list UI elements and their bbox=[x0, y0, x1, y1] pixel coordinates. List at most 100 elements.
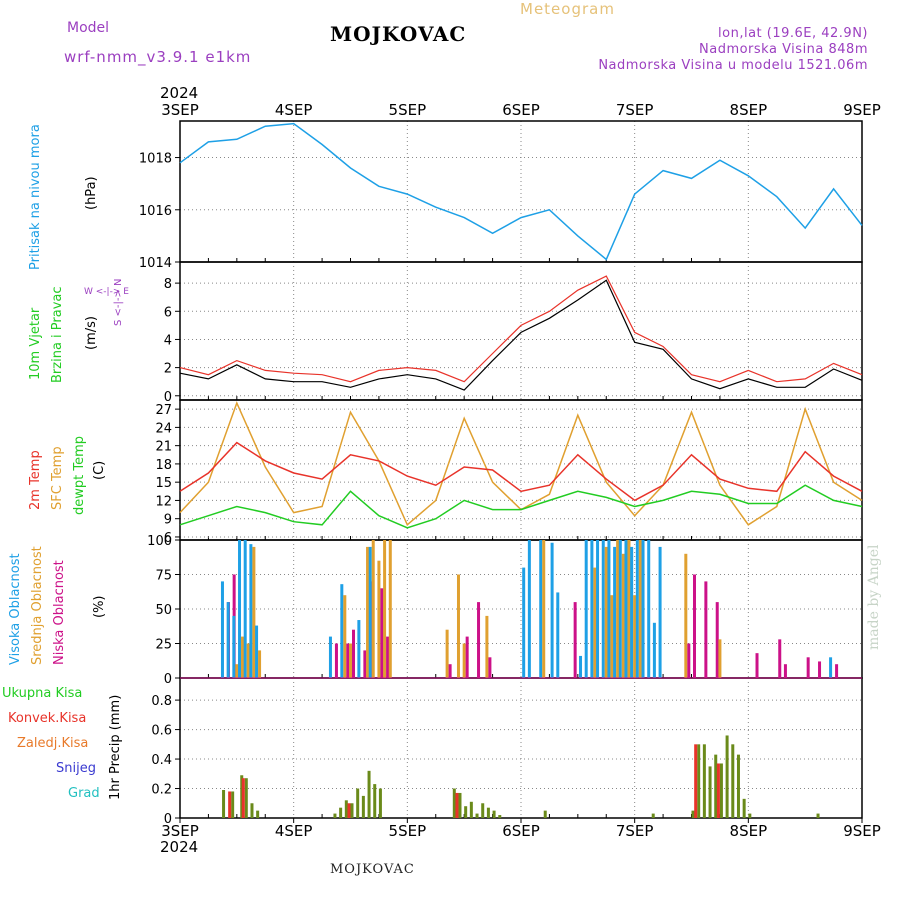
cloud-bar bbox=[635, 540, 639, 678]
y-tick-label: 24 bbox=[155, 421, 172, 436]
precip-conv-bar bbox=[241, 778, 245, 818]
panel-frame bbox=[179, 539, 863, 679]
cloud-bar bbox=[607, 540, 611, 678]
cloud-bar bbox=[235, 664, 239, 678]
cloud-bar bbox=[383, 540, 387, 678]
cloud-bar bbox=[252, 546, 256, 678]
precip-total-bar bbox=[708, 766, 712, 818]
cloud-bar bbox=[485, 615, 489, 678]
cloud-bar bbox=[624, 540, 628, 678]
cloud-bar bbox=[246, 643, 250, 678]
x-tick-label-bottom: 6SEP bbox=[502, 822, 540, 840]
cloud-bar bbox=[604, 546, 608, 678]
cloud-bar bbox=[346, 643, 350, 678]
precip-conv-bar bbox=[694, 744, 698, 818]
cloud-bar bbox=[328, 636, 332, 678]
precip-conv-bar bbox=[716, 763, 720, 818]
sfctemp-ylabel: SFC Temp bbox=[50, 446, 65, 510]
pressure-unit: (hPa) bbox=[84, 176, 99, 210]
cloud-bar bbox=[556, 592, 560, 678]
x-tick-label-bottom: 7SEP bbox=[616, 822, 654, 840]
cloud-bar bbox=[590, 540, 594, 678]
cloud-mid-ylabel: Srednja Oblacnost bbox=[30, 546, 45, 665]
precip-total-bar bbox=[244, 778, 248, 818]
wind-gust-line bbox=[179, 275, 863, 383]
precip-total-bar bbox=[452, 788, 456, 818]
cloud-unit: (%) bbox=[92, 595, 107, 619]
station-title: MOJKOVAC bbox=[330, 22, 467, 46]
precip-total-bar bbox=[725, 735, 729, 818]
precip-total-bar bbox=[240, 775, 244, 818]
cloud-bar bbox=[366, 546, 370, 678]
cloud-bar bbox=[334, 643, 338, 678]
y-tick-label: 8 bbox=[164, 277, 172, 292]
precip-total-bar bbox=[469, 801, 473, 818]
precip-total-bar bbox=[464, 806, 468, 818]
x-tick-label-bottom: 9SEP bbox=[843, 822, 881, 840]
y-tick-label: 21 bbox=[155, 440, 172, 455]
cloud-bar bbox=[627, 540, 631, 678]
pressure-ylabel: Pritisak na nivou mora bbox=[28, 124, 43, 270]
precip-total-bar bbox=[697, 744, 701, 818]
x-tick-label-top: 3SEP bbox=[161, 101, 199, 119]
cloud-bar bbox=[255, 625, 259, 678]
station-footer: MOJKOVAC bbox=[330, 862, 415, 877]
coords-label: lon,lat (19.6E, 42.9N) bbox=[718, 26, 868, 41]
cloud-bar bbox=[371, 540, 375, 678]
precip-ylabel: 1hr Precip (mm) bbox=[108, 694, 123, 800]
y-tick-label: 15 bbox=[155, 476, 172, 491]
precip-total-bar bbox=[256, 810, 260, 818]
cloud-bar bbox=[462, 643, 466, 678]
precip-total-bar bbox=[333, 813, 337, 818]
dewpoint-line bbox=[179, 484, 863, 529]
precip-total-bar bbox=[719, 763, 723, 818]
precip-total-bar bbox=[344, 800, 348, 818]
precip-total-bar bbox=[486, 807, 490, 818]
precip-conv-bar bbox=[228, 791, 232, 818]
panel-frame bbox=[179, 399, 863, 541]
cloud-bar bbox=[755, 653, 759, 678]
cloud-bar bbox=[687, 643, 691, 678]
cloud-bar bbox=[647, 540, 651, 678]
cloud-bar bbox=[377, 560, 381, 678]
cloud-high-ylabel: Visoka Oblacnost bbox=[8, 553, 23, 665]
y-tick-label: 2 bbox=[164, 362, 172, 377]
cloud-bar bbox=[835, 664, 839, 678]
legend-snow: Snijeg bbox=[56, 761, 96, 776]
cloud-bar bbox=[357, 620, 361, 678]
wind-ylabel: 10m Vjetar bbox=[28, 307, 43, 380]
cloud-bar bbox=[693, 574, 696, 678]
cloud-bar bbox=[363, 650, 367, 678]
year-label-top: 2024 bbox=[160, 84, 199, 102]
cloud-bar bbox=[829, 657, 833, 678]
precip-total-bar bbox=[475, 813, 479, 818]
cloud-bar bbox=[579, 655, 583, 678]
cloud-bar bbox=[349, 643, 352, 678]
y-tick-label: 1018 bbox=[139, 152, 172, 167]
x-tick-label-top: 9SEP bbox=[843, 101, 881, 119]
cloud-bar bbox=[340, 584, 344, 678]
precip-total-bar bbox=[458, 792, 462, 818]
panel-frame bbox=[179, 120, 863, 263]
precip-total-bar bbox=[250, 803, 254, 818]
y-tick-label: 27 bbox=[155, 403, 172, 418]
cloud-bar bbox=[488, 657, 492, 678]
cloud-bar bbox=[249, 544, 253, 678]
cloud-bar bbox=[818, 661, 822, 678]
precip-total-bar bbox=[742, 798, 746, 818]
x-tick-label-top: 8SEP bbox=[730, 101, 768, 119]
x-tick-label-top: 7SEP bbox=[616, 101, 654, 119]
model-name: wrf-nmm_v3.9.1 e1km bbox=[64, 48, 252, 66]
precip-total-bar bbox=[361, 795, 365, 818]
cloud-bar bbox=[448, 664, 452, 678]
precip-total-bar bbox=[731, 744, 735, 818]
y-tick-label: 0.4 bbox=[151, 753, 172, 768]
wind-ylabel2: Brzina i Pravac bbox=[50, 286, 65, 383]
cloud-bar bbox=[477, 602, 481, 678]
cloud-bar bbox=[593, 567, 597, 678]
y-tick-label: 0 bbox=[164, 390, 172, 405]
y-tick-label: 18 bbox=[155, 458, 172, 473]
credit-text: made by Angel bbox=[866, 544, 882, 651]
cloud-bar bbox=[618, 540, 622, 678]
cloud-bar bbox=[684, 553, 688, 678]
